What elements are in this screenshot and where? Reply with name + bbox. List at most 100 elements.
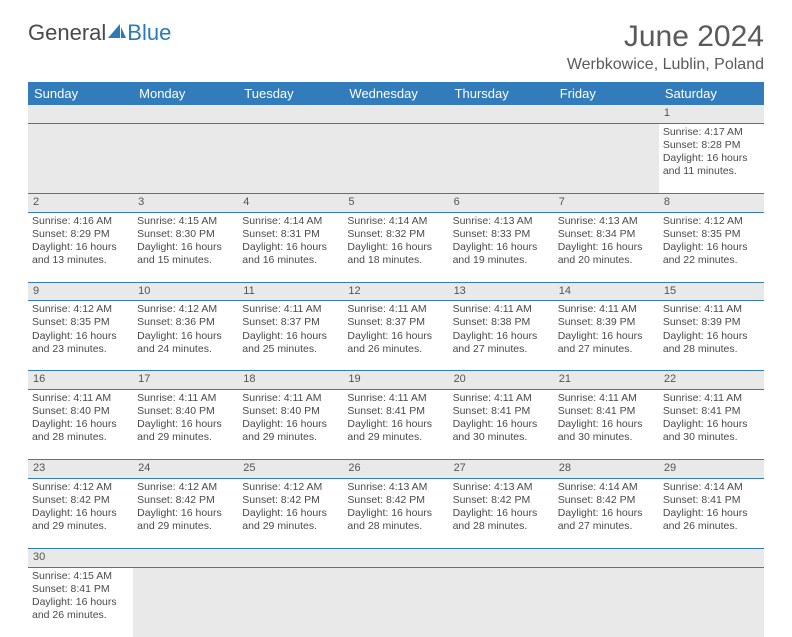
- day-cell: Sunrise: 4:11 AMSunset: 8:38 PMDaylight:…: [449, 301, 554, 371]
- day-cell: Sunrise: 4:13 AMSunset: 8:33 PMDaylight:…: [449, 212, 554, 282]
- sunrise-line: Sunrise: 4:15 AM: [137, 215, 234, 228]
- day-cell: Sunrise: 4:14 AMSunset: 8:32 PMDaylight:…: [343, 212, 448, 282]
- daylight-line: Daylight: 16 hours and 25 minutes.: [242, 330, 339, 356]
- sunrise-line: Sunrise: 4:11 AM: [242, 303, 339, 316]
- day-number-cell: 30: [28, 548, 133, 567]
- day-number-cell: 16: [28, 371, 133, 390]
- day-number-cell: 19: [343, 371, 448, 390]
- title-block: June 2024 Werbkowice, Lublin, Poland: [567, 20, 764, 74]
- daylight-line: Daylight: 16 hours and 30 minutes.: [453, 418, 550, 444]
- sunrise-line: Sunrise: 4:11 AM: [137, 392, 234, 405]
- day-content-row: Sunrise: 4:12 AMSunset: 8:35 PMDaylight:…: [28, 301, 764, 371]
- sunset-line: Sunset: 8:38 PM: [453, 316, 550, 329]
- sunset-line: Sunset: 8:37 PM: [347, 316, 444, 329]
- day-cell: Sunrise: 4:12 AMSunset: 8:42 PMDaylight:…: [28, 478, 133, 548]
- day-cell: Sunrise: 4:11 AMSunset: 8:41 PMDaylight:…: [659, 390, 764, 460]
- sunset-line: Sunset: 8:31 PM: [242, 228, 339, 241]
- daylight-line: Daylight: 16 hours and 18 minutes.: [347, 241, 444, 267]
- day-cell: Sunrise: 4:13 AMSunset: 8:34 PMDaylight:…: [554, 212, 659, 282]
- day-cell: Sunrise: 4:11 AMSunset: 8:40 PMDaylight:…: [28, 390, 133, 460]
- day-number-cell: 8: [659, 193, 764, 212]
- sunset-line: Sunset: 8:42 PM: [347, 494, 444, 507]
- daylight-line: Daylight: 16 hours and 15 minutes.: [137, 241, 234, 267]
- day-number-cell: [554, 105, 659, 123]
- sunset-line: Sunset: 8:41 PM: [347, 405, 444, 418]
- day-number-cell: [554, 548, 659, 567]
- day-cell: Sunrise: 4:11 AMSunset: 8:41 PMDaylight:…: [554, 390, 659, 460]
- sunrise-line: Sunrise: 4:12 AM: [663, 215, 760, 228]
- logo-sail-icon: [108, 20, 126, 46]
- day-number-cell: 26: [343, 460, 448, 479]
- sunset-line: Sunset: 8:41 PM: [32, 583, 129, 596]
- day-number-cell: 10: [133, 282, 238, 301]
- sunrise-line: Sunrise: 4:11 AM: [558, 392, 655, 405]
- day-number-cell: 4: [238, 193, 343, 212]
- day-number-cell: [238, 548, 343, 567]
- sunset-line: Sunset: 8:42 PM: [32, 494, 129, 507]
- sunrise-line: Sunrise: 4:11 AM: [453, 392, 550, 405]
- logo-text-blue: Blue: [127, 20, 171, 46]
- day-number-cell: 12: [343, 282, 448, 301]
- sunset-line: Sunset: 8:28 PM: [663, 139, 760, 152]
- sunset-line: Sunset: 8:42 PM: [242, 494, 339, 507]
- day-cell: [238, 123, 343, 193]
- day-number-row: 2345678: [28, 193, 764, 212]
- day-cell: Sunrise: 4:11 AMSunset: 8:37 PMDaylight:…: [343, 301, 448, 371]
- day-header: Friday: [554, 82, 659, 105]
- sunrise-line: Sunrise: 4:13 AM: [453, 481, 550, 494]
- daylight-line: Daylight: 16 hours and 13 minutes.: [32, 241, 129, 267]
- day-cell: Sunrise: 4:15 AMSunset: 8:30 PMDaylight:…: [133, 212, 238, 282]
- sunrise-line: Sunrise: 4:14 AM: [663, 481, 760, 494]
- sunset-line: Sunset: 8:35 PM: [663, 228, 760, 241]
- day-number-cell: 24: [133, 460, 238, 479]
- sunset-line: Sunset: 8:39 PM: [558, 316, 655, 329]
- day-cell: Sunrise: 4:15 AMSunset: 8:41 PMDaylight:…: [28, 567, 133, 637]
- sunset-line: Sunset: 8:40 PM: [32, 405, 129, 418]
- daylight-line: Daylight: 16 hours and 27 minutes.: [453, 330, 550, 356]
- day-cell: Sunrise: 4:17 AMSunset: 8:28 PMDaylight:…: [659, 123, 764, 193]
- sunset-line: Sunset: 8:34 PM: [558, 228, 655, 241]
- logo-text-general: General: [28, 20, 106, 46]
- day-number-cell: 28: [554, 460, 659, 479]
- day-number-cell: 6: [449, 193, 554, 212]
- day-number-cell: [659, 548, 764, 567]
- day-number-cell: 1: [659, 105, 764, 123]
- daylight-line: Daylight: 16 hours and 26 minutes.: [347, 330, 444, 356]
- sunset-line: Sunset: 8:41 PM: [663, 405, 760, 418]
- day-number-cell: [449, 548, 554, 567]
- sunrise-line: Sunrise: 4:12 AM: [32, 303, 129, 316]
- daylight-line: Daylight: 16 hours and 26 minutes.: [663, 507, 760, 533]
- day-cell: Sunrise: 4:11 AMSunset: 8:40 PMDaylight:…: [133, 390, 238, 460]
- sunset-line: Sunset: 8:41 PM: [663, 494, 760, 507]
- sunrise-line: Sunrise: 4:11 AM: [558, 303, 655, 316]
- sunset-line: Sunset: 8:42 PM: [453, 494, 550, 507]
- daylight-line: Daylight: 16 hours and 22 minutes.: [663, 241, 760, 267]
- day-cell: [133, 567, 238, 637]
- day-number-cell: [238, 105, 343, 123]
- sunrise-line: Sunrise: 4:12 AM: [137, 303, 234, 316]
- day-content-row: Sunrise: 4:12 AMSunset: 8:42 PMDaylight:…: [28, 478, 764, 548]
- daylight-line: Daylight: 16 hours and 24 minutes.: [137, 330, 234, 356]
- day-number-cell: 9: [28, 282, 133, 301]
- day-cell: [554, 567, 659, 637]
- day-cell: [449, 567, 554, 637]
- day-number-cell: [133, 548, 238, 567]
- day-number-cell: 23: [28, 460, 133, 479]
- day-cell: Sunrise: 4:11 AMSunset: 8:41 PMDaylight:…: [449, 390, 554, 460]
- daylight-line: Daylight: 16 hours and 29 minutes.: [137, 418, 234, 444]
- day-number-row: 1: [28, 105, 764, 123]
- day-number-row: 16171819202122: [28, 371, 764, 390]
- day-cell: [133, 123, 238, 193]
- day-number-row: 9101112131415: [28, 282, 764, 301]
- day-cell: Sunrise: 4:12 AMSunset: 8:42 PMDaylight:…: [133, 478, 238, 548]
- daylight-line: Daylight: 16 hours and 26 minutes.: [32, 596, 129, 622]
- sunrise-line: Sunrise: 4:11 AM: [347, 303, 444, 316]
- day-number-cell: 21: [554, 371, 659, 390]
- day-number-cell: 22: [659, 371, 764, 390]
- daylight-line: Daylight: 16 hours and 19 minutes.: [453, 241, 550, 267]
- day-cell: [343, 567, 448, 637]
- sunset-line: Sunset: 8:35 PM: [32, 316, 129, 329]
- day-cell: [238, 567, 343, 637]
- day-cell: Sunrise: 4:14 AMSunset: 8:42 PMDaylight:…: [554, 478, 659, 548]
- day-number-row: 30: [28, 548, 764, 567]
